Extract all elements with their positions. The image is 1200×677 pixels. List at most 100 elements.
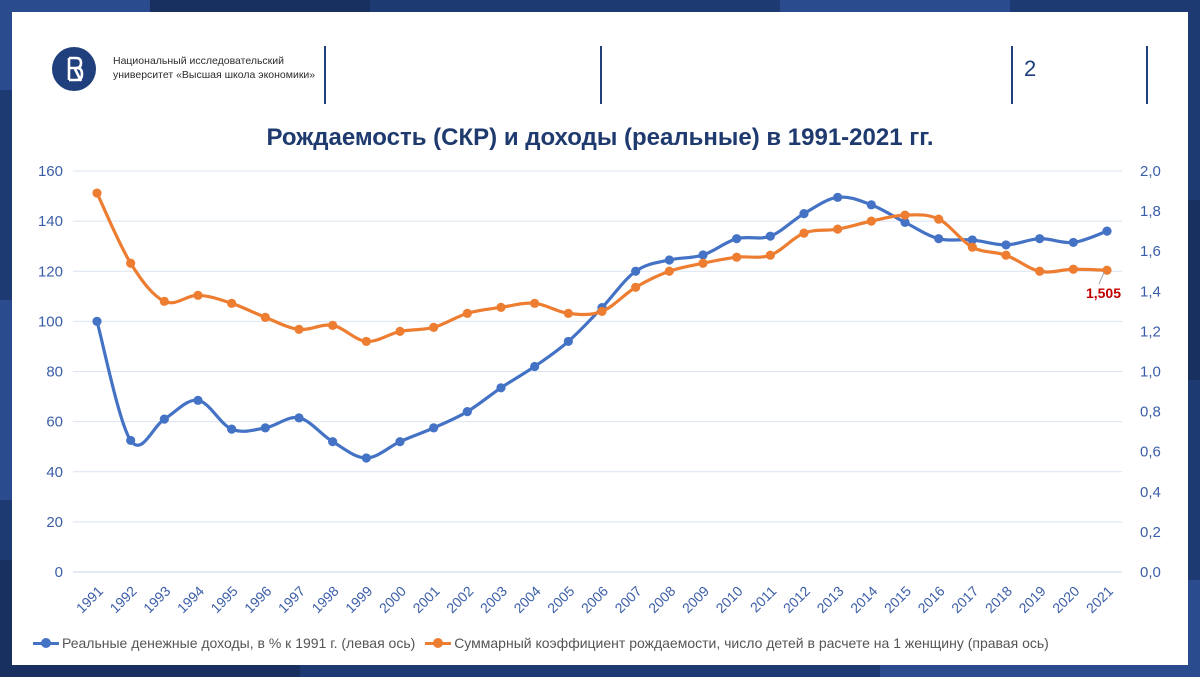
fertility-point — [664, 266, 674, 276]
right-axis-tick: 0,6 — [1140, 444, 1161, 461]
x-tick-label: 2005 — [544, 583, 577, 616]
right-axis-ticks: 0,0 0,2 0,4 0,6 0,8 1,0 1,2 1,4 1,6 1,8 2,0 — [1140, 163, 1161, 581]
left-axis-tick: 80 — [46, 364, 63, 381]
income-point — [631, 266, 641, 276]
income-point — [395, 437, 405, 447]
income-point — [126, 435, 136, 446]
income-point — [1035, 234, 1045, 244]
fertility-point — [260, 312, 270, 322]
left-axis-tick: 100 — [38, 313, 63, 330]
x-tick-label: 2020 — [1049, 583, 1082, 616]
fertility-point — [1001, 250, 1011, 260]
income-point — [159, 414, 169, 424]
legend-marker-fertility — [425, 637, 452, 649]
fertility-point — [429, 322, 439, 332]
fertility-point — [496, 302, 506, 312]
fertility-point — [563, 308, 573, 318]
fertility-point — [328, 320, 338, 330]
x-tick-label: 2000 — [376, 583, 409, 616]
annotation-leader — [1098, 272, 1105, 285]
x-tick-label: 2007 — [611, 583, 644, 616]
x-tick-label: 2014 — [847, 583, 880, 616]
income-point — [328, 437, 338, 447]
chart-title: Рождаемость (СКР) и доходы (реальные) в … — [266, 124, 934, 151]
header-divider — [324, 46, 326, 104]
fertility-point — [227, 298, 237, 308]
fertility-point — [631, 282, 641, 292]
grid — [73, 170, 1122, 573]
income-point — [260, 423, 270, 433]
right-axis-tick: 0,2 — [1140, 524, 1161, 541]
right-axis-tick: 0,4 — [1140, 484, 1161, 501]
x-tick-label: 2008 — [645, 583, 678, 616]
income-point — [1102, 226, 1112, 236]
right-axis-tick: 1,8 — [1140, 203, 1161, 220]
x-tick-label: 1995 — [207, 583, 240, 616]
header-divider — [600, 46, 602, 104]
fertility-point — [698, 258, 708, 268]
left-axis-tick: 140 — [38, 213, 63, 230]
fertility-point — [92, 188, 102, 198]
income-line — [95, 195, 1109, 460]
fertility-point — [126, 258, 136, 268]
income-point — [294, 413, 304, 423]
x-tick-label: 2012 — [780, 583, 813, 616]
fertility-point — [900, 210, 910, 220]
annotation: 1,505 — [1086, 272, 1121, 301]
hse-logo — [52, 47, 96, 91]
legend-item-income: Реальные денежные доходы, в % к 1991 г. … — [33, 635, 415, 651]
fertility-point — [1068, 264, 1078, 274]
x-tick-label: 2002 — [443, 583, 476, 616]
legend-label-fertility: Суммарный коэффициент рождаемости, число… — [454, 635, 1049, 651]
fertility-point — [799, 228, 809, 238]
page-number: 2 — [1024, 56, 1037, 81]
income-point — [1001, 240, 1011, 250]
left-axis-tick: 60 — [46, 414, 63, 431]
income-point — [193, 395, 203, 405]
fertility-line — [95, 191, 1109, 344]
right-axis-tick: 1,6 — [1140, 243, 1161, 260]
income-point — [664, 255, 674, 265]
legend-marker-income — [33, 637, 59, 649]
x-tick-label: 1991 — [73, 583, 106, 616]
income-point — [462, 407, 472, 417]
income-point — [496, 383, 506, 393]
fertility-point — [1035, 266, 1045, 276]
fertility-point — [597, 306, 607, 316]
x-tick-label: 1999 — [342, 583, 375, 616]
income-point — [900, 217, 910, 227]
fertility-point — [530, 298, 540, 308]
income-point — [429, 423, 439, 433]
income-point — [967, 235, 977, 245]
left-axis-tick: 120 — [38, 263, 63, 280]
fertility-point — [159, 296, 169, 306]
fertility-point — [866, 216, 876, 226]
x-tick-label: 2010 — [712, 583, 745, 616]
right-axis-tick: 1,0 — [1140, 364, 1161, 381]
fertility-point — [732, 252, 742, 262]
x-tick-label: 2001 — [409, 583, 442, 616]
fertility-point — [294, 324, 304, 334]
legend-label-income: Реальные денежные доходы, в % к 1991 г. … — [62, 635, 416, 651]
income-point — [799, 209, 809, 219]
x-tick-label: 2016 — [914, 583, 947, 616]
x-tick-label: 2021 — [1083, 583, 1116, 616]
income-point — [563, 336, 573, 347]
x-tick-label: 2003 — [477, 583, 510, 616]
income-point — [361, 453, 371, 463]
right-axis-tick: 0,0 — [1140, 564, 1161, 581]
income-point — [227, 424, 237, 434]
fertility-point — [967, 242, 977, 252]
right-axis-tick: 1,4 — [1140, 283, 1161, 300]
income-point — [934, 234, 944, 244]
x-tick-label: 1997 — [275, 583, 308, 616]
income-point — [732, 234, 742, 244]
x-tick-label: 1992 — [106, 583, 139, 616]
left-axis-tick: 0 — [55, 564, 63, 581]
annotation-label: 1,505 — [1086, 285, 1121, 301]
right-axis-tick: 2,0 — [1140, 163, 1161, 180]
right-axis-tick: 0,8 — [1140, 404, 1161, 421]
x-tick-label: 1993 — [140, 583, 173, 616]
right-axis-tick: 1,2 — [1140, 323, 1161, 340]
